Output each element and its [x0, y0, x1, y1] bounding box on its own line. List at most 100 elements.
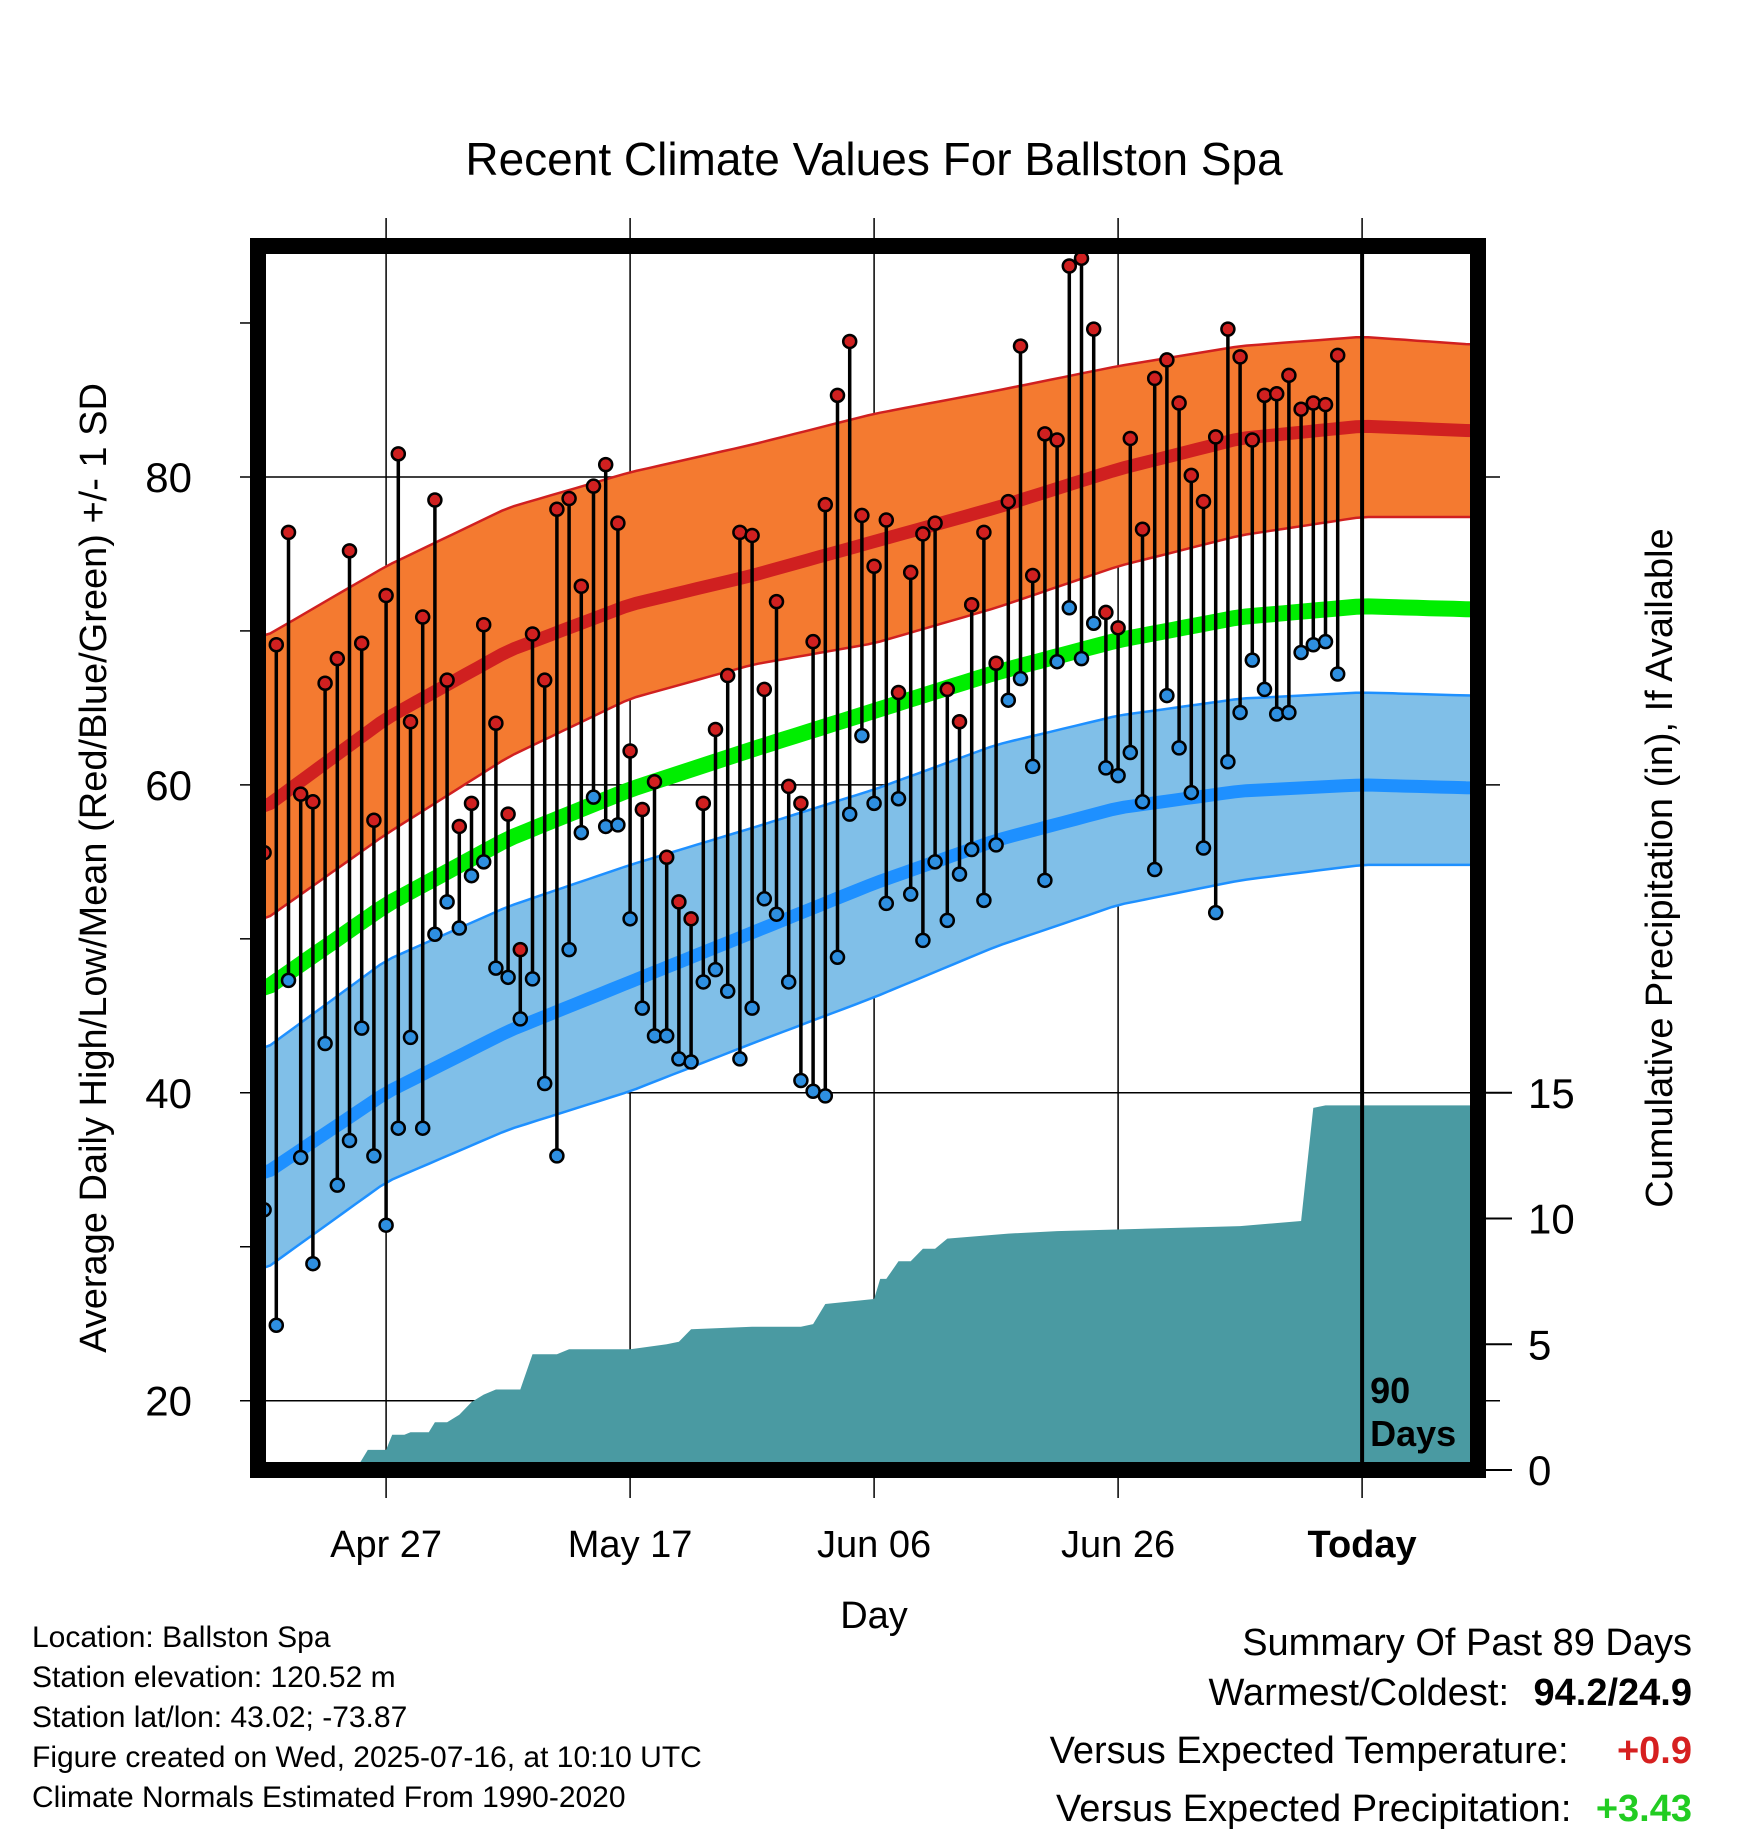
daily-high-point [414, 609, 431, 625]
daily-high-point [268, 637, 285, 653]
daily-high-point [890, 684, 907, 701]
daily-high-point [744, 527, 760, 544]
daily-low-point [1195, 840, 1212, 856]
x-tick-label-4: Jun 26 [1061, 1524, 1175, 1566]
y-tick-label-80: 80 [145, 454, 192, 501]
daily-low-point [915, 932, 931, 949]
daily-high-point [878, 512, 895, 528]
daily-high-point [1256, 387, 1273, 404]
daily-high-point [951, 713, 968, 730]
daily-high-point [1024, 567, 1041, 584]
x-tick-label-1: Apr 27 [330, 1524, 442, 1566]
daily-high-point [634, 801, 651, 818]
precip-tick-label-0: 0 [1528, 1447, 1551, 1494]
daily-high-point [439, 672, 455, 688]
daily-low-point [280, 972, 297, 989]
daily-low-point [1329, 666, 1346, 682]
daily-low-point [1024, 758, 1041, 775]
daily-low-point [549, 1148, 565, 1164]
daily-low-point [1061, 600, 1078, 616]
chart-title: Recent Climate Values For Ballston Spa [465, 133, 1283, 185]
daily-low-point [963, 841, 980, 858]
daily-high-point [622, 743, 638, 759]
daily-high-point [1061, 258, 1078, 274]
daily-low-point [634, 1000, 651, 1016]
daily-low-point [292, 1149, 309, 1166]
daily-low-point [1232, 704, 1248, 721]
daily-low-point [854, 727, 870, 744]
daily-high-point [1098, 604, 1114, 621]
daily-high-point [1305, 395, 1322, 411]
daily-low-point [1012, 670, 1029, 687]
daily-high-point [988, 655, 1004, 671]
daily-high-point [378, 587, 394, 604]
daily-low-point [439, 894, 455, 910]
daily-low-point [1000, 692, 1017, 708]
daily-high-point [536, 672, 553, 688]
daily-high-point [610, 515, 626, 531]
daily-low-point [866, 795, 882, 812]
x-axis-label: Day [840, 1595, 908, 1637]
precip-tick-label-10: 10 [1528, 1196, 1575, 1243]
y-tick-label-40: 40 [145, 1070, 192, 1117]
daily-high-point [719, 667, 736, 684]
normal-low-line [258, 778, 1478, 1181]
precip-tick-label-5: 5 [1528, 1321, 1551, 1368]
elevation-text: Station elevation: 120.52 m [32, 1661, 396, 1694]
daily-high-point [707, 721, 724, 738]
daily-high-point [353, 635, 370, 651]
daily-low-point [536, 1075, 553, 1092]
daily-low-point [268, 1317, 285, 1334]
daily-low-point [829, 949, 846, 966]
daily-high-point [1268, 386, 1285, 402]
daily-low-point [768, 906, 785, 922]
daily-low-point [695, 974, 712, 990]
precipitation-area [264, 1105, 1472, 1470]
daily-low-point [878, 895, 895, 912]
daily-high-point [1000, 493, 1017, 510]
daily-high-point [1293, 401, 1309, 417]
daily-low-point [1207, 904, 1224, 921]
daily-low-point [1049, 653, 1065, 670]
daily-low-point [658, 1028, 675, 1044]
daily-low-point [561, 941, 577, 958]
daily-low-point [427, 926, 443, 942]
daily-low-point [1293, 644, 1309, 661]
daily-low-point [524, 971, 541, 987]
daily-high-point [817, 496, 834, 513]
daily-high-point [305, 794, 321, 810]
daily-high-point [366, 812, 382, 829]
daily-low-point [366, 1148, 382, 1164]
summary-title: Summary Of Past 89 Days [1242, 1622, 1692, 1664]
daily-high-point [829, 387, 846, 404]
daily-low-point [1159, 687, 1175, 704]
daily-low-point [475, 854, 492, 870]
warm-cold-value: 94.2/24.9 [1533, 1672, 1692, 1714]
normal-high-line [258, 419, 1478, 815]
daily-high-point [732, 524, 748, 541]
daily-high-point [585, 478, 602, 494]
daily-low-point [1085, 615, 1102, 631]
daily-high-point [1317, 396, 1334, 413]
daily-high-point [1281, 367, 1297, 384]
daily-high-point [756, 681, 773, 698]
daily-low-point [817, 1088, 834, 1104]
daily-low-point [317, 1035, 333, 1052]
daily-low-point [610, 817, 626, 833]
daily-high-point [1220, 321, 1236, 337]
daily-high-point [841, 333, 858, 350]
daily-high-point [695, 795, 712, 812]
daily-high-point [915, 526, 931, 542]
daily-high-point [463, 795, 480, 812]
daily-high-point [805, 633, 821, 650]
daily-high-point [500, 806, 516, 822]
daily-high-point [488, 715, 504, 732]
daily-high-point [1232, 349, 1248, 365]
station-info: Location: Ballston Spa Station elevation… [32, 1618, 702, 1818]
daily-low-point [512, 1011, 529, 1027]
daily-low-point [902, 886, 919, 902]
right-y-axis-label: Cumulative Precipitation (in), If Availa… [1639, 528, 1681, 1207]
y-tick-label-60: 60 [145, 762, 192, 809]
daily-low-point [585, 789, 602, 805]
daily-low-point [976, 892, 992, 909]
